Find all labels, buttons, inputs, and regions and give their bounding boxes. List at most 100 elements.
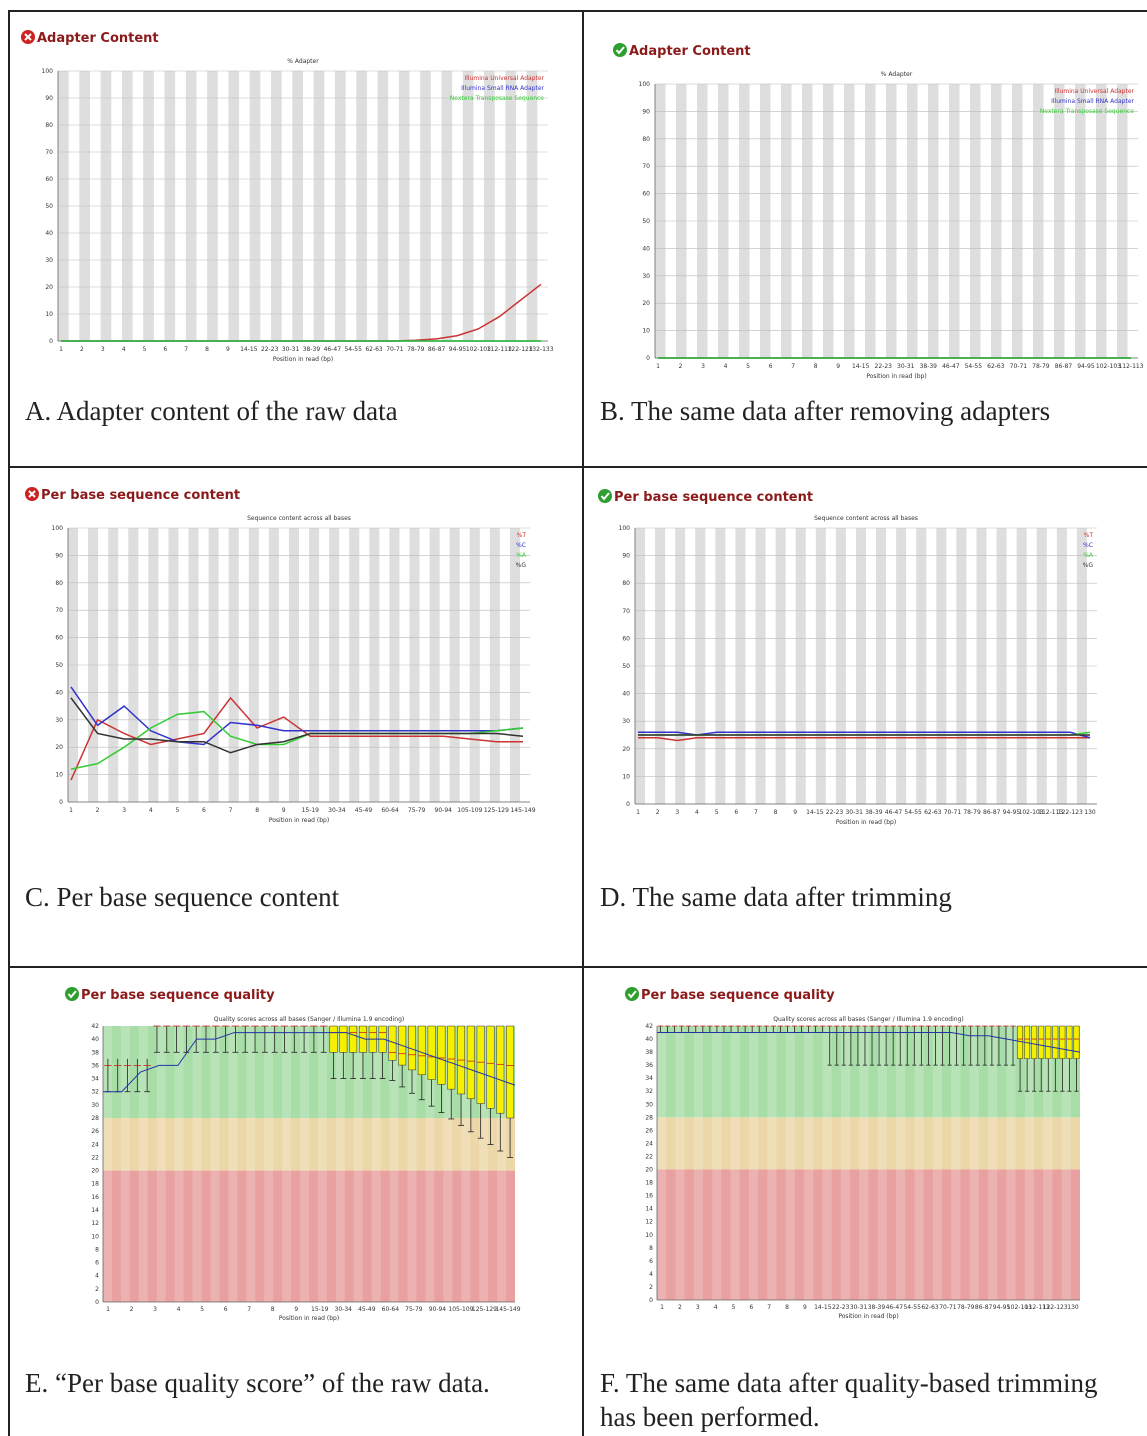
x-tick-label: 38-39 xyxy=(865,809,883,816)
bg-stripe xyxy=(877,1026,887,1300)
x-tick-label: 5 xyxy=(732,1304,736,1311)
mean-quality-line xyxy=(103,1032,516,1093)
x-tick-label: 38-39 xyxy=(920,363,938,370)
x-tick-label: 75-79 xyxy=(405,1306,423,1313)
y-tick-label: 40 xyxy=(642,245,650,252)
y-tick-label: 6 xyxy=(649,1258,653,1265)
y-tick-label: 20 xyxy=(91,1168,99,1175)
caption-b: B. The same data after removing adapters xyxy=(600,396,1051,426)
x-tick-label: 78-79 xyxy=(963,809,981,816)
panel-a-chart: Adapter Content % Adapter 0 10 20 30 40 50 60 70 8… xyxy=(21,30,554,363)
x-tick-label: 94-95 xyxy=(1077,363,1095,370)
y-tick-label: 32 xyxy=(91,1089,99,1096)
y-tick-label: 36 xyxy=(91,1062,99,1069)
bg-stripe xyxy=(932,1026,943,1300)
x-tick-label: 1 xyxy=(106,1306,110,1313)
x-axis-label: Position in read (bp) xyxy=(866,373,926,380)
pass-status-icon xyxy=(613,43,627,57)
table-divider-row-2 xyxy=(8,966,1147,968)
y-tick-label: 22 xyxy=(91,1154,99,1161)
chart-title: Sequence content across all bases xyxy=(814,515,918,522)
box xyxy=(349,1025,358,1053)
panel-heading: Per base sequence quality xyxy=(641,988,835,1003)
bg-stripe xyxy=(282,1026,292,1302)
bg-stripe xyxy=(1006,1026,1016,1300)
caption-d: D. The same data after trimming xyxy=(600,882,952,912)
box xyxy=(496,1025,505,1114)
y-tick-label: 90 xyxy=(642,108,650,115)
x-tick-label: 70-71 xyxy=(1010,363,1028,370)
box xyxy=(476,1025,485,1104)
x-tick-label: 6 xyxy=(769,363,773,370)
x-axis-label: Position in read (bp) xyxy=(269,817,329,824)
x-tick-label: 78-79 xyxy=(407,346,425,353)
x-tick-label: 105-109 xyxy=(448,1306,473,1313)
panel-heading: Per base sequence quality xyxy=(81,988,275,1003)
panel-f-chart: Per base sequence quality Quality scores … xyxy=(625,987,1081,1320)
y-tick-label: 38 xyxy=(645,1049,653,1056)
bg-stripe xyxy=(156,1026,166,1302)
x-tick-label: 22-23 xyxy=(826,809,844,816)
bg-stripe xyxy=(425,1026,435,1302)
x-tick-label: 6 xyxy=(734,809,738,816)
x-tick-label: 14-15 xyxy=(806,809,824,816)
legend-entry: %C xyxy=(516,542,526,549)
y-tick-label: 50 xyxy=(55,662,63,669)
y-tick-label: 40 xyxy=(55,689,63,696)
x-tick-label: 9 xyxy=(282,807,286,814)
y-tick-label: 24 xyxy=(645,1140,653,1147)
panel-d-chart: Per base sequence content Sequence conten… xyxy=(598,489,1097,826)
caption-e: E. “Per base quality score” of the raw d… xyxy=(25,1368,490,1398)
y-tick-label: 28 xyxy=(91,1115,99,1122)
y-tick-label: 10 xyxy=(645,1232,653,1239)
y-tick-label: 70 xyxy=(45,149,53,156)
y-tick-label: 60 xyxy=(45,176,53,183)
legend-entry: %A xyxy=(1083,552,1094,559)
x-tick-label: 86-87 xyxy=(983,809,1001,816)
x-tick-label: 94-95 xyxy=(1003,809,1021,816)
y-tick-label: 0 xyxy=(626,801,630,808)
x-tick-label: 145-149 xyxy=(510,807,535,814)
x-tick-label: 4 xyxy=(724,363,728,370)
x-tick-label: 5 xyxy=(715,809,719,816)
x-tick-label: 70-71 xyxy=(944,809,962,816)
x-tick-label: 125-129 xyxy=(484,807,509,814)
y-tick-label: 30 xyxy=(622,718,630,725)
x-tick-label: 62-63 xyxy=(924,809,942,816)
x-tick-label: 105-109 xyxy=(457,807,482,814)
bg-stripe xyxy=(210,1026,220,1302)
bg-stripe xyxy=(657,1026,667,1300)
y-tick-label: 34 xyxy=(91,1076,99,1083)
box xyxy=(417,1025,426,1075)
y-tick-label: 14 xyxy=(645,1206,653,1213)
x-tick-label: 9 xyxy=(803,1304,807,1311)
y-tick-label: 4 xyxy=(649,1271,653,1278)
x-tick-label: 22-23 xyxy=(875,363,893,370)
y-tick-label: 4 xyxy=(95,1273,99,1280)
y-tick-label: 32 xyxy=(645,1088,653,1095)
legend-entry: %T xyxy=(517,532,527,539)
x-tick-label: 15-19 xyxy=(311,1306,329,1313)
legend-entry: %G xyxy=(1083,562,1094,569)
x-tick-label: 112-113 xyxy=(1038,809,1063,816)
bg-stripe xyxy=(1061,1026,1071,1300)
bg-stripe xyxy=(389,1026,399,1302)
box xyxy=(1038,1025,1045,1059)
x-tick-label: 2 xyxy=(679,363,683,370)
x-tick-label: 130 xyxy=(1067,1304,1079,1311)
x-tick-label: 46-47 xyxy=(886,1304,904,1311)
x-tick-label: 45-49 xyxy=(358,1306,376,1313)
x-tick-label: 6 xyxy=(163,346,167,353)
bg-stripe xyxy=(461,1026,471,1302)
x-tick-label: 3 xyxy=(122,807,126,814)
x-tick-label: 102-103 xyxy=(1096,363,1121,370)
y-tick-label: 80 xyxy=(45,122,53,129)
x-tick-label: 70-71 xyxy=(386,346,404,353)
series-line--t xyxy=(70,696,523,781)
y-tick-label: 34 xyxy=(645,1075,653,1082)
x-tick-label: 1 xyxy=(656,363,660,370)
x-tick-label: 3 xyxy=(675,809,679,816)
x-tick-label: 125-129 xyxy=(472,1306,497,1313)
y-tick-label: 20 xyxy=(55,744,63,751)
x-tick-label: 7 xyxy=(247,1306,251,1313)
